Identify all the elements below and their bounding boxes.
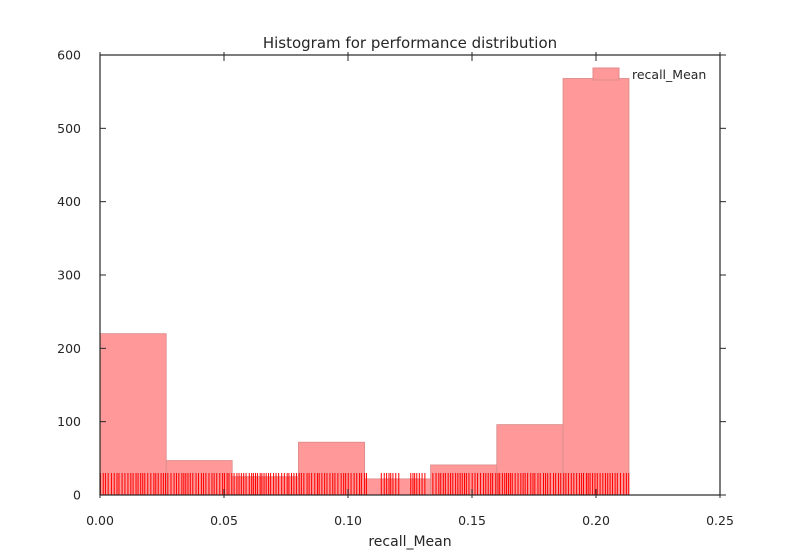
- x-tick-label: 0.10: [334, 513, 362, 528]
- y-tick-label: 200: [57, 341, 81, 356]
- x-tick-label: 0.00: [86, 513, 114, 528]
- y-tick-label: 600: [57, 48, 81, 63]
- histogram-bar: [99, 333, 167, 496]
- y-tick-label: 400: [57, 194, 81, 209]
- histogram-bar: [364, 478, 431, 496]
- y-tick-label: 300: [57, 268, 81, 283]
- x-tick-label: 0.20: [582, 513, 610, 528]
- x-axis-label: recall_Mean: [368, 534, 451, 550]
- histogram-bar: [496, 424, 564, 496]
- histogram-bar: [165, 460, 233, 496]
- y-tick-label: 0: [73, 488, 81, 503]
- histogram-bar: [562, 78, 630, 496]
- histogram-bar: [297, 441, 366, 496]
- legend: recall_Mean: [592, 67, 706, 82]
- chart-title: Histogram for performance distribution: [263, 34, 557, 52]
- x-axis: 0.00 0.05 0.10 0.15 0.20 0.25: [86, 52, 734, 528]
- rug-group: [100, 473, 630, 495]
- legend-swatch: [592, 67, 620, 81]
- bars-group: [99, 78, 630, 496]
- x-tick-label: 0.15: [458, 513, 486, 528]
- x-tick-label: 0.05: [210, 513, 238, 528]
- y-axis: 0 100 200 300 400 500 600: [57, 48, 726, 503]
- legend-label: recall_Mean: [632, 67, 706, 82]
- y-tick-label: 100: [57, 414, 81, 429]
- y-tick-label: 500: [57, 121, 81, 136]
- x-tick-label: 0.25: [706, 513, 734, 528]
